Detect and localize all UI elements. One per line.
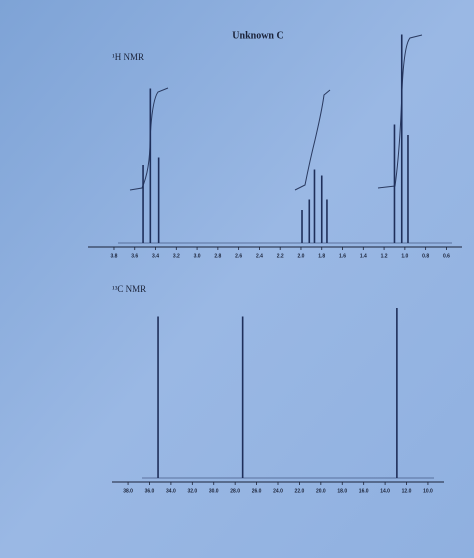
h-nmr-label: ¹H NMR: [112, 52, 144, 62]
x-tick-label: 2.2: [277, 253, 284, 259]
x-tick-label: 36.0: [145, 488, 155, 494]
x-tick-label: 1.8: [318, 253, 325, 259]
x-tick-label: 0.8: [422, 253, 429, 259]
x-tick-label: 2.4: [256, 253, 263, 259]
c-nmr-label: ¹³C NMR: [112, 284, 146, 294]
x-tick-label: 10.0: [423, 488, 433, 494]
x-tick-label: 34.0: [166, 488, 176, 494]
integral: [294, 89, 331, 191]
x-tick-label: 2.6: [235, 253, 242, 259]
title: Unknown C: [232, 30, 283, 41]
x-tick-label: 0.6: [443, 253, 450, 259]
x-tick-label: 20.0: [316, 488, 326, 494]
x-tick-label: 2.8: [214, 253, 221, 259]
x-tick-label: 1.2: [381, 253, 388, 259]
x-tick-label: 18.0: [337, 488, 347, 494]
x-tick-label: 1.4: [360, 253, 367, 259]
x-tick-label: 3.2: [173, 253, 180, 259]
x-tick-label: 3.8: [110, 253, 117, 259]
x-tick-label: 3.4: [152, 253, 159, 259]
x-tick-label: 12.0: [402, 488, 412, 494]
x-tick-label: 16.0: [359, 488, 369, 494]
x-tick-label: 28.0: [230, 488, 240, 494]
x-tick-label: 14.0: [380, 488, 390, 494]
x-tick-label: 1.0: [401, 253, 408, 259]
x-tick-label: 24.0: [273, 488, 283, 494]
x-tick-label: 2.0: [297, 253, 304, 259]
x-tick-label: 3.0: [194, 253, 201, 259]
x-tick-label: 1.6: [339, 253, 346, 259]
x-tick-label: 26.0: [252, 488, 262, 494]
x-tick-label: 32.0: [187, 488, 197, 494]
x-tick-label: 3.6: [131, 253, 138, 259]
x-tick-label: 30.0: [209, 488, 219, 494]
x-tick-label: 38.0: [123, 488, 133, 494]
x-tick-label: 22.0: [295, 488, 305, 494]
